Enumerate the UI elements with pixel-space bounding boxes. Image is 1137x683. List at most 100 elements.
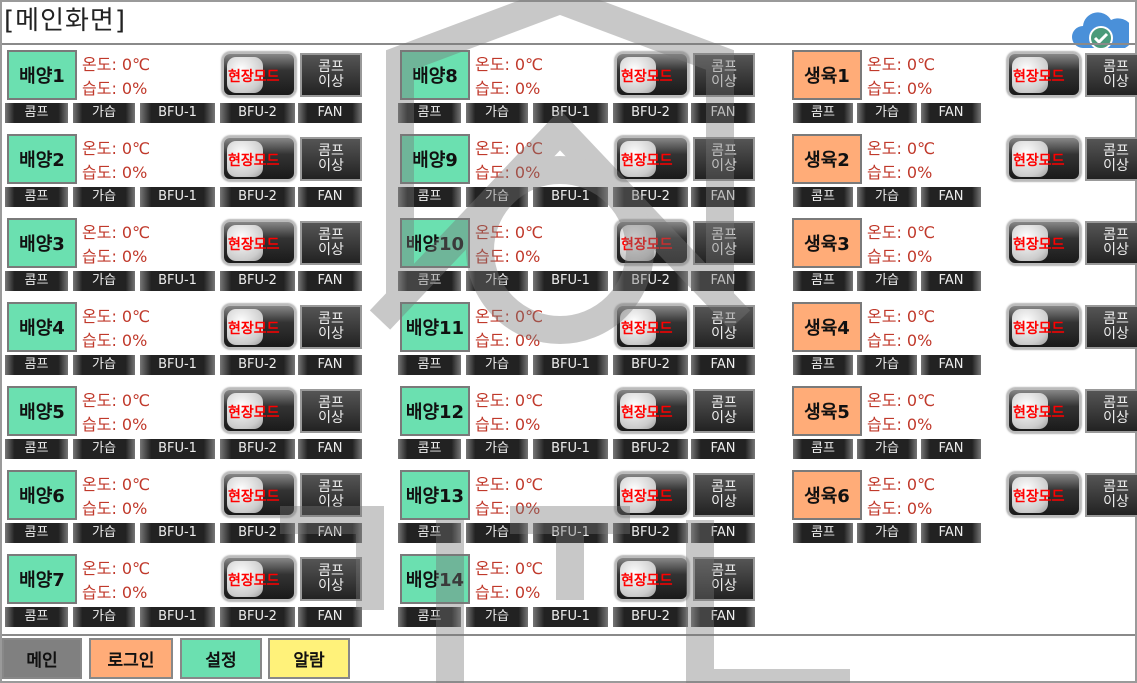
compressor-error-button[interactable]: 콤프 이상 <box>693 389 755 433</box>
status-indicator-fan: FAN <box>691 523 755 543</box>
site-mode-label: 현장모드 <box>621 321 673 337</box>
compressor-error-button[interactable]: 콤프 이상 <box>693 53 755 97</box>
room-name-button[interactable]: 배양3 <box>7 218 77 268</box>
room-name-button[interactable]: 생육3 <box>792 218 862 268</box>
compressor-error-button[interactable]: 콤프 이상 <box>1085 305 1137 349</box>
compressor-error-button[interactable]: 콤프 이상 <box>693 137 755 181</box>
site-mode-toggle[interactable]: 현장모드 <box>1007 220 1081 265</box>
compressor-error-button[interactable]: 콤프 이상 <box>693 473 755 517</box>
room-name-button[interactable]: 생육6 <box>792 470 862 520</box>
site-mode-toggle[interactable]: 현장모드 <box>222 556 296 601</box>
site-mode-toggle[interactable]: 현장모드 <box>222 472 296 517</box>
error-line-2: 이상 <box>1103 410 1129 426</box>
status-indicator-가습: 가습 <box>857 271 917 291</box>
room-name-button[interactable]: 배양9 <box>400 134 470 184</box>
compressor-error-button[interactable]: 콤프 이상 <box>693 557 755 601</box>
error-line-1: 콤프 <box>318 479 344 495</box>
compressor-error-button[interactable]: 콤프 이상 <box>300 305 362 349</box>
toggle-knob <box>620 225 656 261</box>
site-mode-toggle[interactable]: 현장모드 <box>1007 472 1081 517</box>
room-card: 배양9 온도: 0℃ 습도: 0% 현장모드 콤프 이상 콤프 가습 BFU-1 BFU-… <box>398 134 778 214</box>
room-card: 생육4 온도: 0℃ 습도: 0% 현장모드 콤프 이상 콤프 가습 FAN <box>790 302 1137 382</box>
room-name-button[interactable]: 생육5 <box>792 386 862 436</box>
room-name-button[interactable]: 배양6 <box>7 470 77 520</box>
compressor-error-button[interactable]: 콤프 이상 <box>300 137 362 181</box>
room-name-button[interactable]: 배양11 <box>400 302 470 352</box>
error-line-2: 이상 <box>1103 74 1129 90</box>
nav-button-2[interactable]: 설정 <box>180 638 262 679</box>
room-name-button[interactable]: 배양8 <box>400 50 470 100</box>
room-name-button[interactable]: 생육1 <box>792 50 862 100</box>
room-name-button[interactable]: 배양12 <box>400 386 470 436</box>
nav-button-1[interactable]: 로그인 <box>89 638 173 679</box>
site-mode-toggle[interactable]: 현장모드 <box>1007 52 1081 97</box>
room-name-button[interactable]: 배양5 <box>7 386 77 436</box>
error-line-1: 콤프 <box>1103 227 1129 243</box>
site-mode-toggle[interactable]: 현장모드 <box>615 388 689 433</box>
compressor-error-button[interactable]: 콤프 이상 <box>300 221 362 265</box>
status-indicator-bfu-2: BFU-2 <box>613 439 688 459</box>
compressor-error-button[interactable]: 콤프 이상 <box>1085 137 1137 181</box>
compressor-error-button[interactable]: 콤프 이상 <box>300 473 362 517</box>
site-mode-toggle[interactable]: 현장모드 <box>222 52 296 97</box>
room-name-button[interactable]: 배양4 <box>7 302 77 352</box>
error-line-2: 이상 <box>1103 494 1129 510</box>
room-card: 배양2 온도: 0℃ 습도: 0% 현장모드 콤프 이상 콤프 가습 BFU-1 BFU-… <box>5 134 385 214</box>
site-mode-toggle[interactable]: 현장모드 <box>222 388 296 433</box>
room-name-button[interactable]: 배양13 <box>400 470 470 520</box>
room-name-button[interactable]: 배양7 <box>7 554 77 604</box>
site-mode-toggle[interactable]: 현장모드 <box>615 136 689 181</box>
compressor-error-button[interactable]: 콤프 이상 <box>693 221 755 265</box>
status-indicator-bfu-2: BFU-2 <box>220 187 295 207</box>
nav-button-3[interactable]: 알람 <box>268 638 350 679</box>
room-name-button[interactable]: 생육2 <box>792 134 862 184</box>
humidity-readout: 습도: 0% <box>475 499 541 518</box>
room-name-button[interactable]: 배양10 <box>400 218 470 268</box>
error-line-1: 콤프 <box>711 227 737 243</box>
room-card: 배양12 온도: 0℃ 습도: 0% 현장모드 콤프 이상 콤프 가습 BFU-1 BFU… <box>398 386 778 466</box>
toggle-knob <box>227 225 263 261</box>
humidity-readout: 습도: 0% <box>475 79 541 98</box>
room-card: 생육2 온도: 0℃ 습도: 0% 현장모드 콤프 이상 콤프 가습 FAN <box>790 134 1137 214</box>
status-indicator-bfu-2: BFU-2 <box>220 103 295 123</box>
error-line-2: 이상 <box>318 326 344 342</box>
site-mode-toggle[interactable]: 현장모드 <box>1007 304 1081 349</box>
toggle-knob <box>1012 225 1048 261</box>
room-card: 배양6 온도: 0℃ 습도: 0% 현장모드 콤프 이상 콤프 가습 BFU-1 BFU-… <box>5 470 385 550</box>
room-name-button[interactable]: 배양14 <box>400 554 470 604</box>
status-indicator-fan: FAN <box>921 439 981 459</box>
site-mode-toggle[interactable]: 현장모드 <box>1007 136 1081 181</box>
status-indicator-fan: FAN <box>691 607 755 627</box>
site-mode-toggle[interactable]: 현장모드 <box>222 304 296 349</box>
temperature-readout: 온도: 0℃ <box>82 55 151 74</box>
room-card: 생육5 온도: 0℃ 습도: 0% 현장모드 콤프 이상 콤프 가습 FAN <box>790 386 1137 466</box>
room-card: 생육1 온도: 0℃ 습도: 0% 현장모드 콤프 이상 콤프 가습 FAN <box>790 50 1137 130</box>
status-indicator-fan: FAN <box>691 271 755 291</box>
compressor-error-button[interactable]: 콤프 이상 <box>300 389 362 433</box>
site-mode-toggle[interactable]: 현장모드 <box>615 304 689 349</box>
toggle-knob <box>1012 393 1048 429</box>
room-name-button[interactable]: 생육4 <box>792 302 862 352</box>
nav-button-0[interactable]: 메인 <box>2 638 82 679</box>
site-mode-toggle[interactable]: 현장모드 <box>615 472 689 517</box>
humidity-readout: 습도: 0% <box>867 415 933 434</box>
site-mode-toggle[interactable]: 현장모드 <box>222 220 296 265</box>
site-mode-toggle[interactable]: 현장모드 <box>615 556 689 601</box>
site-mode-toggle[interactable]: 현장모드 <box>615 220 689 265</box>
compressor-error-button[interactable]: 콤프 이상 <box>1085 473 1137 517</box>
error-line-1: 콤프 <box>318 227 344 243</box>
compressor-error-button[interactable]: 콤프 이상 <box>300 53 362 97</box>
compressor-error-button[interactable]: 콤프 이상 <box>300 557 362 601</box>
temperature-readout: 온도: 0℃ <box>475 55 544 74</box>
room-name-button[interactable]: 배양2 <box>7 134 77 184</box>
room-name-button[interactable]: 배양1 <box>7 50 77 100</box>
site-mode-toggle[interactable]: 현장모드 <box>1007 388 1081 433</box>
compressor-error-button[interactable]: 콤프 이상 <box>1085 53 1137 97</box>
site-mode-toggle[interactable]: 현장모드 <box>615 52 689 97</box>
compressor-error-button[interactable]: 콤프 이상 <box>693 305 755 349</box>
compressor-error-button[interactable]: 콤프 이상 <box>1085 389 1137 433</box>
status-indicator-가습: 가습 <box>857 355 917 375</box>
site-mode-toggle[interactable]: 현장모드 <box>222 136 296 181</box>
status-indicator-bfu-1: BFU-1 <box>140 523 215 543</box>
compressor-error-button[interactable]: 콤프 이상 <box>1085 221 1137 265</box>
